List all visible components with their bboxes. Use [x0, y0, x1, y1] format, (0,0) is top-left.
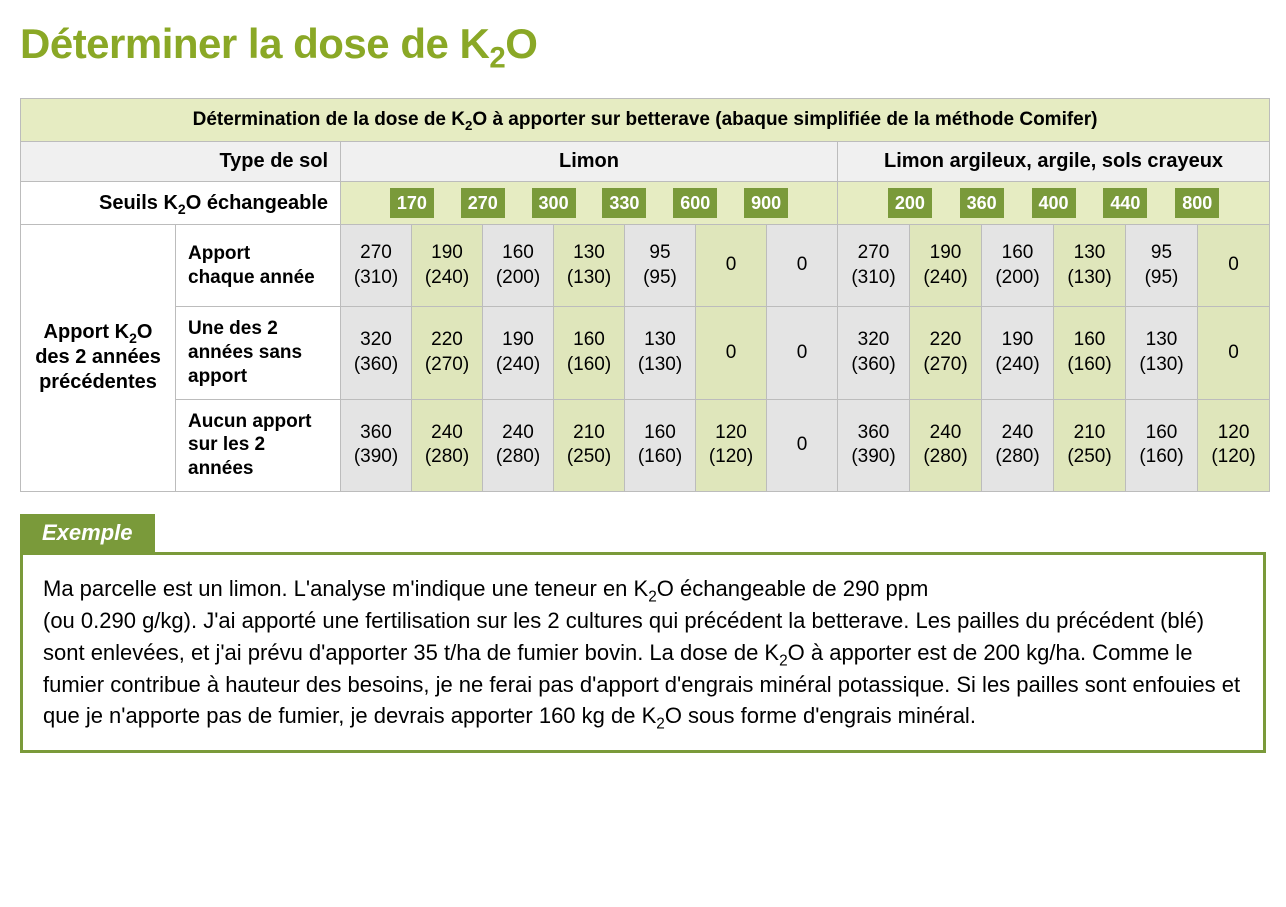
- threshold-chip: 170: [390, 188, 434, 218]
- example-tab: Exemple: [20, 514, 155, 552]
- table-caption: Détermination de la dose de K2O à apport…: [21, 99, 1270, 142]
- value-cell: 120(120): [696, 399, 767, 491]
- dose-table-container: Détermination de la dose de K2O à apport…: [20, 98, 1266, 492]
- value-cell: 190(240): [412, 225, 483, 307]
- threshold-chip: 440: [1103, 188, 1147, 218]
- threshold-chip: 900: [744, 188, 788, 218]
- value-cell: 190(240): [483, 307, 554, 399]
- value-cell: 360(390): [341, 399, 412, 491]
- value-cell: 160(160): [1054, 307, 1126, 399]
- soil-type-limon: Limon: [341, 142, 838, 182]
- value-cell: 240(280): [483, 399, 554, 491]
- value-cell: 160(160): [625, 399, 696, 491]
- value-cell: 160(200): [982, 225, 1054, 307]
- value-cell: 270(310): [341, 225, 412, 307]
- example-section: Exemple Ma parcelle est un limon. L'anal…: [20, 514, 1266, 753]
- threshold-chip: 400: [1032, 188, 1076, 218]
- value-cell: 130(130): [625, 307, 696, 399]
- value-cell: 120(120): [1198, 399, 1270, 491]
- threshold-label: Seuils K2O échangeable: [21, 182, 341, 225]
- page-title: Déterminer la dose de K2O: [20, 20, 1266, 68]
- threshold-strip-limon: 170 270 300 330 600 900: [341, 182, 838, 225]
- value-cell: 320(360): [341, 307, 412, 399]
- value-cell: 0: [696, 307, 767, 399]
- row-group-label: Apport K2Odes 2 annéesprécédentes: [21, 225, 176, 492]
- value-cell: 220(270): [910, 307, 982, 399]
- value-cell: 360(390): [838, 399, 910, 491]
- threshold-chip: 270: [461, 188, 505, 218]
- soil-type-argile: Limon argileux, argile, sols crayeux: [838, 142, 1270, 182]
- value-cell: 220(270): [412, 307, 483, 399]
- row-label: Apportchaque année: [176, 225, 341, 307]
- value-cell: 0: [1198, 307, 1270, 399]
- value-cell: 210(250): [1054, 399, 1126, 491]
- example-body: Ma parcelle est un limon. L'analyse m'in…: [20, 552, 1266, 753]
- value-cell: 320(360): [838, 307, 910, 399]
- value-cell: 240(280): [910, 399, 982, 491]
- threshold-chip: 300: [532, 188, 576, 218]
- threshold-chip: 600: [673, 188, 717, 218]
- value-cell: 130(130): [1126, 307, 1198, 399]
- threshold-chip: 800: [1175, 188, 1219, 218]
- value-cell: 160(200): [483, 225, 554, 307]
- value-cell: 190(240): [982, 307, 1054, 399]
- dose-table: Détermination de la dose de K2O à apport…: [20, 98, 1270, 492]
- value-cell: 0: [767, 225, 838, 307]
- value-cell: 130(130): [1054, 225, 1126, 307]
- value-cell: 0: [767, 307, 838, 399]
- value-cell: 0: [696, 225, 767, 307]
- value-cell: 270(310): [838, 225, 910, 307]
- threshold-chip: 330: [602, 188, 646, 218]
- value-cell: 240(280): [412, 399, 483, 491]
- value-cell: 130(130): [554, 225, 625, 307]
- value-cell: 210(250): [554, 399, 625, 491]
- value-cell: 95(95): [1126, 225, 1198, 307]
- threshold-chip: 200: [888, 188, 932, 218]
- value-cell: 0: [767, 399, 838, 491]
- soil-type-label: Type de sol: [21, 142, 341, 182]
- value-cell: 160(160): [1126, 399, 1198, 491]
- value-cell: 190(240): [910, 225, 982, 307]
- value-cell: 0: [1198, 225, 1270, 307]
- value-cell: 240(280): [982, 399, 1054, 491]
- row-label: Aucun apportsur les 2 années: [176, 399, 341, 491]
- threshold-chip: 360: [960, 188, 1004, 218]
- row-label: Une des 2années sansapport: [176, 307, 341, 399]
- threshold-strip-argile: 200 360 400 440 800: [838, 182, 1270, 225]
- value-cell: 160(160): [554, 307, 625, 399]
- value-cell: 95(95): [625, 225, 696, 307]
